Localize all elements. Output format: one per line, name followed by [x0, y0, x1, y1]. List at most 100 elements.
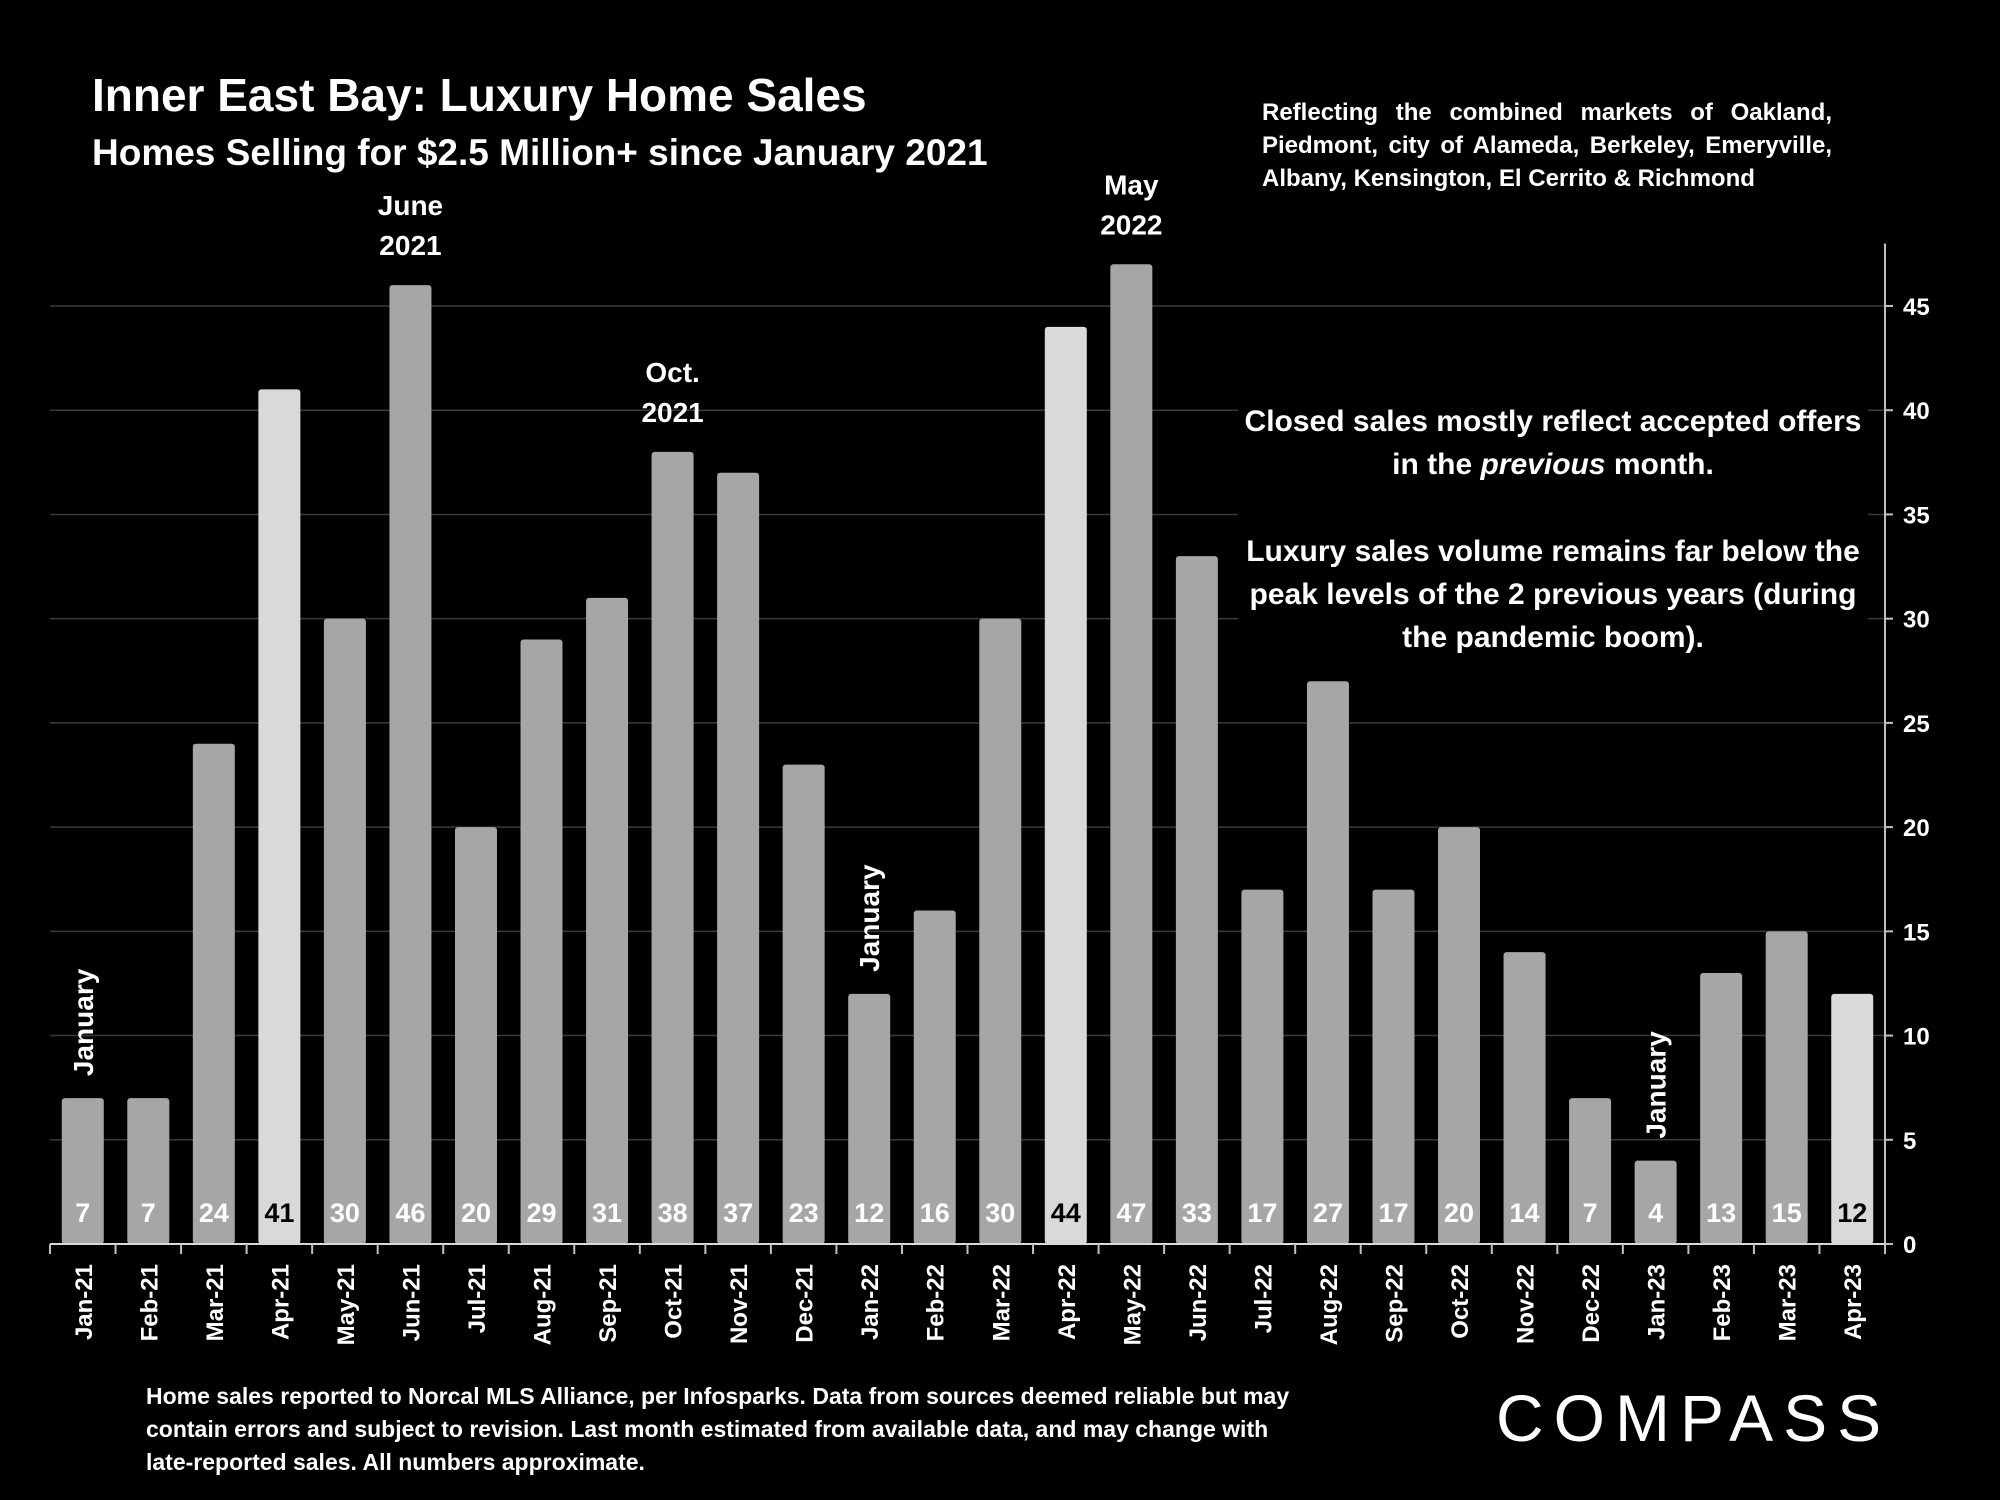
- annotation-jan-21: January: [68, 968, 99, 1076]
- bar-feb-23: [1700, 973, 1743, 1244]
- bars: [61, 264, 1874, 1245]
- category-label-feb-21: Feb-21: [136, 1264, 163, 1341]
- footnote: Home sales reported to Norcal MLS Allian…: [146, 1383, 1290, 1475]
- value-label-jun-21: 46: [395, 1198, 425, 1228]
- category-label-dec-21: Dec-21: [792, 1264, 819, 1343]
- category-label-feb-22: Feb-22: [923, 1264, 950, 1341]
- y-tick-label: 5: [1903, 1128, 1916, 1155]
- category-label-mar-21: Mar-21: [202, 1264, 229, 1341]
- annotation-may-22: May 2022: [1100, 169, 1162, 240]
- bar-aug-21: [520, 639, 563, 1244]
- value-label-apr-22: 44: [1051, 1198, 1081, 1228]
- value-label-feb-21: 7: [141, 1198, 156, 1228]
- value-label-oct-21: 38: [658, 1198, 688, 1228]
- bar-feb-22: [913, 910, 956, 1244]
- bar-jun-21: [389, 285, 432, 1245]
- category-label-oct-22: Oct-22: [1447, 1264, 1474, 1339]
- value-label-sep-22: 17: [1378, 1198, 1408, 1228]
- value-label-apr-21: 41: [264, 1198, 294, 1228]
- markets-note: Reflecting the combined markets of Oakla…: [1262, 99, 1832, 192]
- bar-jul-22: [1241, 889, 1284, 1244]
- value-label-apr-23: 12: [1837, 1198, 1867, 1228]
- bar-mar-22: [979, 618, 1022, 1244]
- annotation-jun-21: June 2021: [378, 190, 443, 261]
- bar-jan-22: [848, 993, 891, 1244]
- value-label-mar-23: 15: [1772, 1198, 1802, 1228]
- bar-nov-22: [1503, 952, 1546, 1244]
- value-label-aug-22: 27: [1313, 1198, 1343, 1228]
- y-tick-label: 30: [1903, 607, 1930, 634]
- category-label-jun-22: Jun-22: [1185, 1264, 1212, 1341]
- category-label-may-22: May-22: [1119, 1264, 1146, 1345]
- bar-feb-21: [127, 1098, 170, 1244]
- y-tick-label: 0: [1903, 1232, 1916, 1259]
- bar-dec-21: [782, 764, 825, 1244]
- annotation-jan-23: January: [1641, 1031, 1672, 1139]
- value-label-jul-21: 20: [461, 1198, 491, 1228]
- category-labels: Jan-21 Feb-21 Mar-21 Apr-21 May-21 Jun-21 Jul-…: [71, 1264, 1867, 1345]
- category-label-oct-21: Oct-21: [661, 1264, 688, 1339]
- bar-mar-21: [192, 743, 235, 1244]
- category-label-apr-21: Apr-21: [267, 1264, 294, 1340]
- category-label-jan-23: Jan-23: [1644, 1264, 1671, 1340]
- value-label-jan-23: 4: [1648, 1198, 1663, 1228]
- category-label-sep-21: Sep-21: [595, 1264, 622, 1343]
- value-label-mar-22: 30: [985, 1198, 1015, 1228]
- bar-jan-23: [1634, 1160, 1677, 1244]
- value-label-aug-21: 29: [526, 1198, 556, 1228]
- chart-subtitle: Homes Selling for $2.5 Million+ since Ja…: [92, 132, 988, 173]
- chart-title: Inner East Bay: Luxury Home Sales: [92, 69, 867, 121]
- value-label-sep-21: 31: [592, 1198, 622, 1228]
- category-label-dec-22: Dec-22: [1578, 1264, 1605, 1343]
- value-label-oct-22: 20: [1444, 1198, 1474, 1228]
- y-tick-label: 20: [1903, 815, 1930, 842]
- y-tick-label: 35: [1903, 502, 1930, 529]
- y-tick-label: 15: [1903, 919, 1930, 946]
- bar-nov-21: [717, 472, 760, 1244]
- value-label-may-21: 30: [330, 1198, 360, 1228]
- value-label-jul-22: 17: [1247, 1198, 1277, 1228]
- value-label-jun-22: 33: [1182, 1198, 1212, 1228]
- bar-jul-21: [454, 827, 497, 1244]
- commentary-suffix: month.: [1605, 448, 1714, 481]
- bar-jan-21: [61, 1098, 104, 1244]
- category-label-jun-21: Jun-21: [398, 1264, 425, 1341]
- bar-may-22: [1110, 264, 1153, 1244]
- y-tick-label: 10: [1903, 1024, 1930, 1051]
- commentary-box: Closed sales mostly reflect accepted off…: [1238, 396, 1868, 663]
- commentary-line2: Luxury sales volume remains far below th…: [1246, 535, 1860, 654]
- bar-aug-22: [1306, 681, 1349, 1244]
- y-tick-label: 45: [1903, 294, 1930, 321]
- category-label-feb-23: Feb-23: [1709, 1264, 1736, 1341]
- y-axis: 0 5 10 15 20 25 30 35 40 45: [49, 243, 1930, 1259]
- y-tick-label: 40: [1903, 398, 1930, 425]
- y-tick-label: 25: [1903, 711, 1930, 738]
- value-label-may-22: 47: [1116, 1198, 1146, 1228]
- category-label-nov-22: Nov-22: [1513, 1264, 1540, 1344]
- value-label-nov-22: 14: [1510, 1198, 1540, 1228]
- bar-apr-21: [258, 389, 301, 1244]
- category-label-aug-22: Aug-22: [1316, 1264, 1343, 1345]
- bar-may-21: [323, 618, 366, 1244]
- commentary-emphasis: previous: [1480, 448, 1606, 481]
- value-label-dec-22: 7: [1583, 1198, 1598, 1228]
- category-label-aug-21: Aug-21: [530, 1264, 557, 1345]
- bar-mar-23: [1765, 931, 1808, 1244]
- category-label-jan-21: Jan-21: [71, 1264, 98, 1340]
- commentary-prefix: Closed sales mostly reflect accepted off…: [1244, 405, 1862, 481]
- bar-jun-22: [1175, 556, 1218, 1244]
- value-label-jan-21: 7: [75, 1198, 90, 1228]
- category-label-sep-22: Sep-22: [1381, 1264, 1408, 1343]
- value-label-feb-23: 13: [1706, 1198, 1736, 1228]
- value-label-nov-21: 37: [723, 1198, 753, 1228]
- annotation-jan-22: January: [854, 864, 885, 972]
- annotation-oct-21: Oct. 2021: [641, 357, 703, 428]
- bar-oct-21: [651, 451, 694, 1244]
- value-label-feb-22: 16: [920, 1198, 950, 1228]
- category-label-jan-22: Jan-22: [857, 1264, 884, 1340]
- category-label-apr-22: Apr-22: [1054, 1264, 1081, 1340]
- category-label-mar-22: Mar-22: [988, 1264, 1015, 1341]
- category-label-nov-21: Nov-21: [726, 1264, 753, 1344]
- commentary-line1: Closed sales mostly reflect accepted off…: [1238, 400, 1868, 486]
